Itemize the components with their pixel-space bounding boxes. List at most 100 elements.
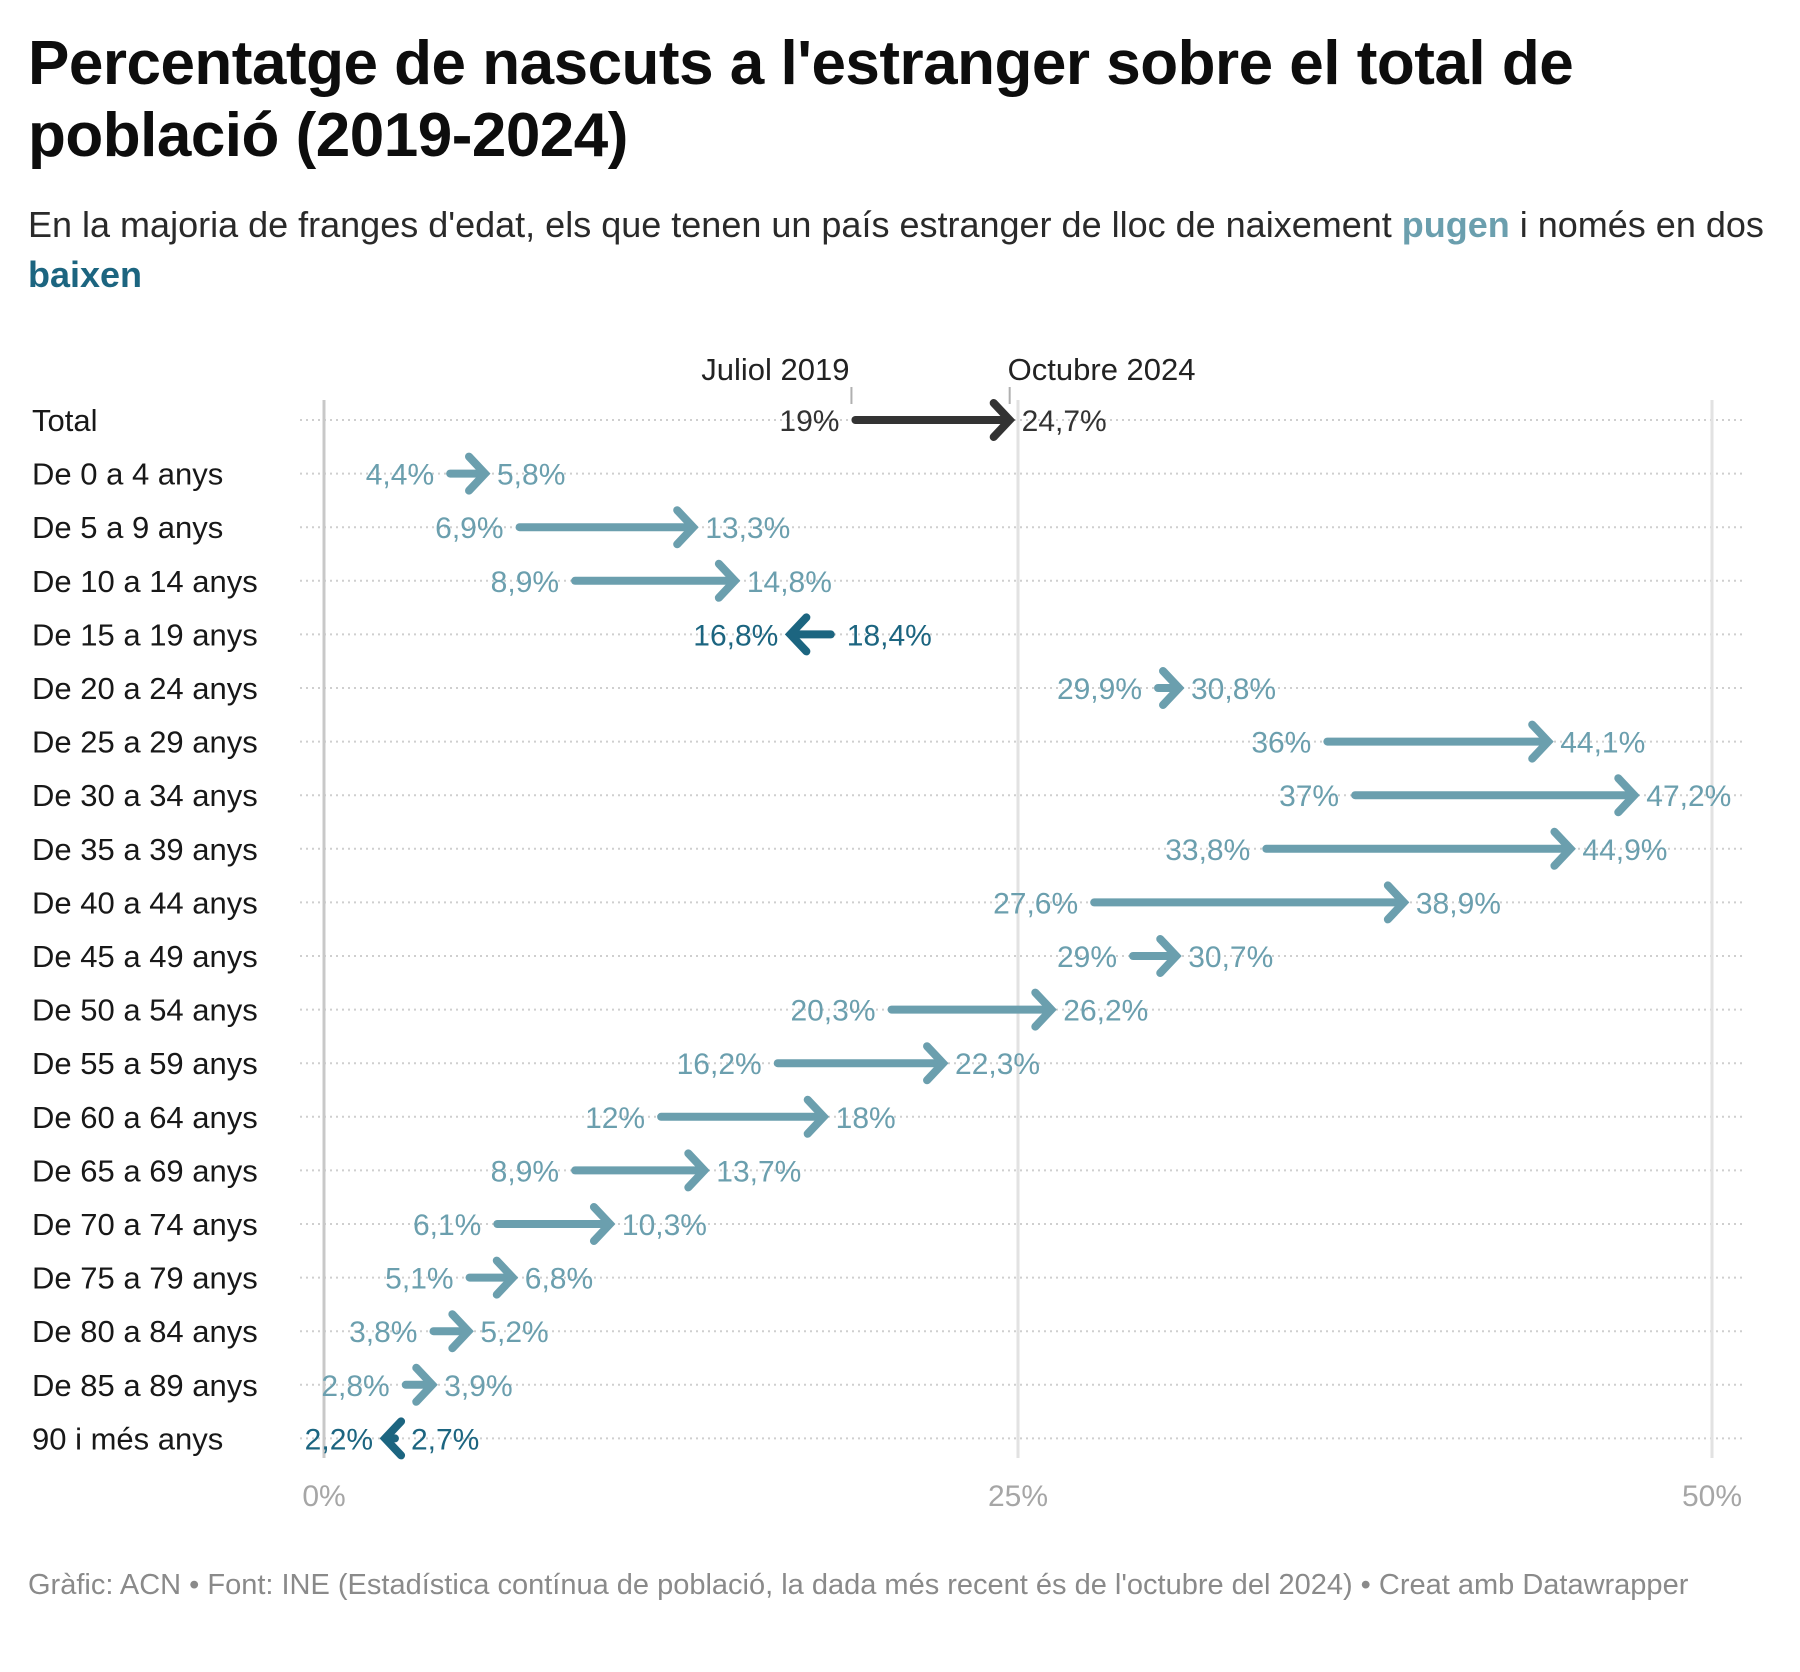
end-value-label: 13,3% [705,512,790,545]
data-row: De 30 a 34 anys 37% 47,2% [32,774,1731,817]
data-row: De 75 a 79 anys 5,1% 6,8% [32,1256,593,1299]
row-label: De 35 a 39 anys [32,832,258,867]
row-label: De 30 a 34 anys [32,778,258,813]
start-value-label: 6,9% [435,512,503,545]
arrow-head [684,1149,710,1192]
row-label: De 70 a 74 anys [32,1207,258,1242]
data-row: De 5 a 9 anys 6,9% 13,3% [32,506,790,549]
end-value-label: 30,8% [1191,673,1276,706]
start-value-label: 33,8% [1165,834,1250,867]
data-row: De 65 a 69 anys 8,9% 13,7% [32,1149,801,1192]
data-row: De 25 a 29 anys 36% 44,1% [32,720,1645,763]
arrow-head [989,399,1016,441]
x-tick-label: 25% [988,1480,1048,1513]
arrow-head [1614,774,1640,817]
end-value-label: 47,2% [1646,780,1731,813]
start-value-label: 2,8% [321,1370,389,1403]
arrow-head [803,1095,830,1138]
arrow-head [465,452,491,495]
end-value-label: 24,7% [1022,405,1107,438]
end-value-label: 22,3% [955,1048,1040,1081]
end-value-label: 13,7% [716,1155,801,1188]
end-value-label: 30,7% [1188,941,1273,974]
start-value-label: 5,1% [385,1263,453,1296]
arrow-head [1383,881,1410,924]
x-axis-ticks: 0% 25% 50% [302,1480,1742,1513]
series-header: Juliol 2019 Octubre 2024 [701,352,1196,404]
row-label: De 15 a 19 anys [32,617,258,652]
data-row: De 50 a 54 anys 20,3% 26,2% [32,988,1148,1031]
end-value-label: 2,2% [305,1423,373,1456]
row-label: De 55 a 59 anys [32,1046,258,1081]
subtitle-text-before: En la majoria de franges d'edat, els que… [28,204,1402,245]
arrow-head [1031,988,1057,1031]
row-label: De 75 a 79 anys [32,1261,258,1296]
data-row: De 15 a 19 anys 18,4% 16,8% [32,613,932,656]
x-tick-label: 0% [302,1480,345,1513]
arrow-head [714,559,741,602]
arrow-head [923,1042,949,1085]
data-row: De 60 a 64 anys 12% 18% [32,1095,896,1138]
subtitle-up-highlight: pugen [1401,204,1510,245]
data-row: De 85 a 89 anys 2,8% 3,9% [32,1363,513,1406]
rows-layer: Total 19% 24,7% De 0 a 4 anys 4,4% 5,8% De 5 a… [32,399,1731,1460]
series-label-start: Juliol 2019 [701,352,849,387]
arrow-head [784,613,811,656]
end-value-label: 44,9% [1582,834,1667,867]
end-value-label: 14,8% [747,566,832,599]
start-value-label: 27,6% [993,887,1078,920]
row-label: 90 i més anys [32,1421,223,1456]
chart-subtitle: En la majoria de franges d'edat, els que… [28,200,1768,300]
arrow-chart: Juliol 2019 Octubre 2024 Total 19% 24,7% De… [32,352,1742,1513]
end-value-label: 5,2% [480,1316,548,1349]
data-row: De 20 a 24 anys 29,9% 30,8% [32,667,1276,709]
end-value-label: 6,8% [525,1263,593,1296]
data-row: De 45 a 49 anys 29% 30,7% [32,935,1273,977]
row-label: De 40 a 44 anys [32,885,258,920]
data-row: De 0 a 4 anys 4,4% 5,8% [32,452,565,495]
end-value-label: 10,3% [622,1209,707,1242]
row-label: Total [32,403,97,438]
start-value-label: 8,9% [491,566,559,599]
start-value-label: 29% [1057,941,1117,974]
row-label: De 0 a 4 anys [32,457,223,492]
row-label: De 5 a 9 anys [32,510,223,545]
start-value-label: 16,2% [677,1048,762,1081]
start-value-label: 12% [585,1102,645,1135]
start-value-label: 19% [779,405,839,438]
end-value-label: 38,9% [1416,887,1501,920]
arrow-head [492,1256,519,1299]
end-value-label: 5,8% [497,459,565,492]
data-row: De 40 a 44 anys 27,6% 38,9% [32,881,1501,924]
arrow-head [1550,827,1576,870]
data-row: De 55 a 59 anys 16,2% 22,3% [32,1042,1040,1085]
arrow-head [673,506,699,549]
data-row: De 80 a 84 anys 3,8% 5,2% [32,1310,549,1353]
row-label: De 65 a 69 anys [32,1153,258,1188]
start-value-label: 6,1% [413,1209,481,1242]
arrow-head [379,1417,406,1460]
start-value-label: 29,9% [1057,673,1142,706]
grid-layer [300,400,1742,1458]
end-value-label: 26,2% [1063,995,1148,1028]
chart-footer: Gràfic: ACN • Font: INE (Estadística con… [28,1569,1689,1601]
start-value-label: 8,9% [491,1155,559,1188]
arrow-head [1528,720,1554,763]
arrow-head [1156,935,1182,977]
row-label: De 45 a 49 anys [32,939,258,974]
row-label: De 10 a 14 anys [32,564,258,599]
data-row: De 35 a 39 anys 33,8% 44,9% [32,827,1668,870]
row-label: De 85 a 89 anys [32,1368,258,1403]
data-row: 90 i més anys 2,7% 2,2% [32,1417,479,1460]
subtitle-down-highlight: baixen [28,254,143,295]
start-value-label: 2,7% [411,1423,479,1456]
row-label: De 25 a 29 anys [32,725,258,760]
start-value-label: 3,8% [349,1316,417,1349]
row-label: De 20 a 24 anys [32,671,258,706]
chart-title: Percentatge de nascuts a l'estranger sob… [28,29,1574,170]
start-value-label: 36% [1251,727,1311,760]
arrow-head [448,1310,474,1353]
start-value-label: 37% [1279,780,1339,813]
arrow-head [412,1363,438,1406]
end-value-label: 3,9% [444,1370,512,1403]
